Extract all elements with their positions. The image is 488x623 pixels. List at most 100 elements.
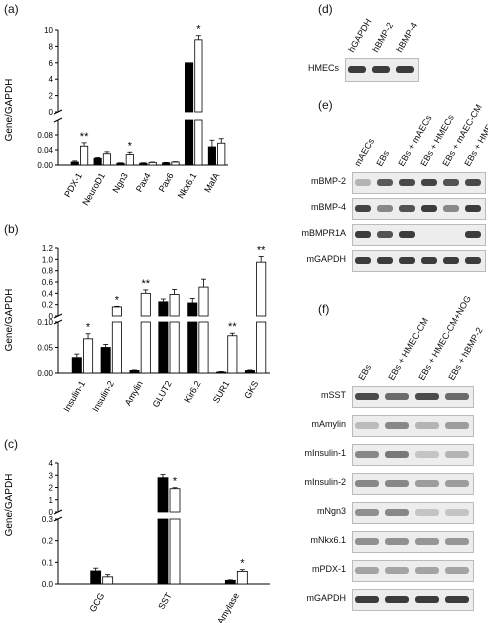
gel-band bbox=[355, 179, 371, 186]
x-tick-label: Ngn3 bbox=[110, 171, 129, 195]
y-axis-label: Gene/GAPDH bbox=[4, 79, 15, 142]
gel-band bbox=[445, 509, 469, 516]
bar bbox=[125, 154, 134, 166]
axis-break-mark bbox=[53, 117, 63, 123]
y-upper-tick-label: 0.6 bbox=[42, 278, 54, 287]
bar-lower-segment bbox=[157, 518, 169, 585]
gel-band bbox=[385, 509, 409, 516]
significance-marker: * bbox=[240, 558, 245, 570]
bar bbox=[244, 370, 255, 374]
y-upper-tick-label: 2 bbox=[49, 484, 54, 493]
y-axis-label: Gene/GAPDH bbox=[4, 289, 15, 352]
panel-label-d: (d) bbox=[318, 2, 333, 16]
gel-band bbox=[415, 538, 439, 545]
x-tick-label: Nkx6.1 bbox=[176, 171, 199, 200]
bar bbox=[162, 162, 171, 166]
gel-band bbox=[465, 257, 481, 264]
bar-lower-segment bbox=[194, 119, 203, 166]
panel-label-c: (c) bbox=[4, 437, 18, 451]
y-upper-tick-label: 10 bbox=[44, 26, 53, 35]
bar bbox=[227, 335, 238, 374]
significance-marker: * bbox=[196, 24, 201, 36]
y-upper-tick-label: 2 bbox=[49, 92, 54, 101]
bar bbox=[157, 477, 169, 513]
gel-band bbox=[385, 451, 409, 458]
gel-strip bbox=[352, 172, 486, 194]
bar bbox=[129, 370, 140, 374]
gel-row-label: mBMPR1A bbox=[301, 228, 346, 238]
gel-band bbox=[445, 567, 469, 574]
gel-band bbox=[421, 257, 437, 264]
gel-band bbox=[385, 393, 409, 400]
gel-band bbox=[465, 205, 481, 212]
gel-band bbox=[415, 509, 439, 516]
x-tick-label: Pax6 bbox=[157, 171, 176, 194]
gel-row-label: mBMP-2 bbox=[310, 176, 346, 186]
bar bbox=[236, 571, 248, 585]
gel-band bbox=[355, 451, 379, 458]
bar bbox=[169, 294, 180, 317]
y-lower-tick-label: 0.0 bbox=[42, 580, 54, 589]
gel-band bbox=[415, 596, 439, 603]
bar-lower-segment bbox=[140, 321, 151, 374]
bar-lower-segment bbox=[256, 321, 267, 374]
gel-band bbox=[348, 66, 366, 73]
gel-band bbox=[377, 257, 393, 264]
gel-band bbox=[445, 393, 469, 400]
gel-band bbox=[445, 596, 469, 603]
bar bbox=[139, 162, 148, 166]
y-upper-tick-label: 8 bbox=[49, 42, 54, 51]
gel-lane-label: mAECs bbox=[352, 136, 377, 168]
significance-marker: ** bbox=[141, 278, 150, 290]
bar bbox=[116, 162, 125, 166]
gel-band bbox=[399, 257, 415, 264]
y-lower-tick-label: 0.2 bbox=[42, 537, 54, 546]
gel-row-label: mGAPDH bbox=[306, 254, 346, 264]
gel-strip bbox=[352, 531, 474, 553]
bar bbox=[148, 161, 157, 166]
gel-band bbox=[396, 66, 414, 73]
x-tick-label: GLUT2 bbox=[151, 379, 174, 409]
gel-band bbox=[355, 205, 371, 212]
gel-strip bbox=[352, 560, 474, 582]
bar bbox=[187, 302, 198, 317]
significance-marker: ** bbox=[257, 245, 266, 257]
y-upper-tick-label: 6 bbox=[49, 59, 54, 68]
bar bbox=[111, 306, 122, 317]
bar bbox=[90, 570, 102, 585]
y-upper-tick-label: 0.8 bbox=[42, 267, 54, 276]
significance-marker: ** bbox=[228, 321, 237, 333]
x-tick-label: PDX-1 bbox=[62, 171, 84, 199]
gel-lane-label: hBMP-2 bbox=[370, 20, 396, 54]
gel-band bbox=[399, 179, 415, 186]
gel-band bbox=[355, 422, 379, 429]
gel-band bbox=[421, 179, 437, 186]
gel-strip bbox=[352, 502, 474, 524]
bar bbox=[194, 39, 203, 113]
bar bbox=[169, 488, 181, 513]
x-tick-label: Insulin-1 bbox=[61, 379, 87, 413]
bar bbox=[102, 576, 114, 585]
bar-lower-segment bbox=[184, 119, 194, 166]
x-tick-label: MafA bbox=[202, 171, 221, 194]
gel-band bbox=[415, 451, 439, 458]
gel-band bbox=[355, 567, 379, 574]
gel-band bbox=[445, 422, 469, 429]
y-lower-tick-label: 0.05 bbox=[37, 344, 53, 353]
bar bbox=[224, 579, 236, 585]
bar-lower-segment bbox=[111, 321, 122, 374]
gel-band bbox=[421, 205, 437, 212]
bar bbox=[256, 261, 267, 317]
y-lower-tick-label: 0.10 bbox=[37, 318, 53, 327]
gel-row-label: mNgn3 bbox=[316, 506, 346, 516]
gel-band bbox=[415, 393, 439, 400]
x-tick-label: Insulin-2 bbox=[90, 379, 116, 413]
gel-band bbox=[399, 231, 415, 238]
gel-row-label: mInsulin-1 bbox=[304, 448, 346, 458]
bar bbox=[71, 357, 82, 374]
y-upper-tick-label: 1.0 bbox=[42, 255, 54, 264]
y-upper-tick-label: 0.2 bbox=[42, 301, 54, 310]
y-lower-tick-label: 0.04 bbox=[37, 146, 53, 155]
bar bbox=[184, 62, 194, 113]
